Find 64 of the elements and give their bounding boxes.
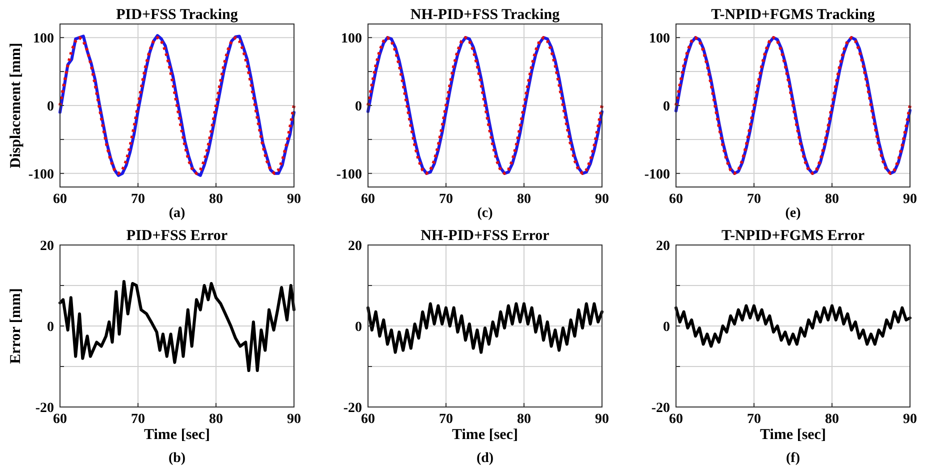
y-tick-label: 0	[355, 320, 362, 335]
text: (c)	[477, 206, 494, 221]
x-tick-label: 80	[209, 192, 223, 207]
line-series	[674, 36, 912, 175]
chart-title: NH-PID+FSS Tracking	[410, 7, 560, 23]
x-tick-label: 90	[595, 412, 609, 427]
x-axis-title: Time [sec]	[452, 427, 518, 443]
x-tick-label: 70	[747, 192, 761, 207]
x-tick-label: 80	[517, 192, 531, 207]
y-tick-label: -20	[35, 401, 54, 416]
x-tick-label: 70	[439, 412, 453, 427]
x-tick-label: 70	[131, 192, 145, 207]
x-tick-label: 60	[53, 192, 67, 207]
y-tick-label: 0	[355, 100, 362, 114]
text: (a)	[168, 206, 186, 221]
x-tick-label: 60	[53, 412, 67, 427]
y-tick-label: 0	[47, 320, 54, 335]
x-tick-label: 90	[287, 192, 301, 207]
y-tick-label: 100	[341, 32, 362, 47]
y-tick-label: 0	[663, 100, 670, 114]
x-tick-label: 90	[287, 412, 301, 427]
text: (e)	[785, 206, 802, 221]
x-axis-title: Time [sec]	[144, 427, 210, 443]
y-tick-label: 0	[663, 320, 670, 335]
y-tick-label: 100	[33, 32, 54, 47]
chart-title: NH-PID+FSS Error	[420, 228, 550, 244]
y-tick-label: 0	[47, 100, 54, 114]
text: (d)	[476, 451, 494, 466]
x-tick-label: 80	[209, 412, 223, 427]
x-tick-label: 60	[361, 412, 375, 427]
x-tick-label: 90	[903, 412, 917, 427]
x-tick-label: 60	[669, 192, 683, 207]
y-tick-label: 100	[649, 32, 670, 47]
x-tick-label: 90	[903, 192, 917, 207]
x-tick-label: 80	[825, 192, 839, 207]
chart-title: PID+FSS Tracking	[116, 7, 238, 23]
y-tick-label: -20	[651, 401, 670, 416]
x-tick-label: 70	[439, 192, 453, 207]
x-tick-label: 60	[669, 412, 683, 427]
y-axis-title: Displacement [mm]	[8, 42, 24, 168]
x-tick-label: 80	[825, 412, 839, 427]
x-tick-label: 90	[595, 192, 609, 207]
line-series	[366, 36, 604, 175]
y-tick-label: -100	[644, 167, 670, 182]
y-axis-title: Error [mm]	[8, 288, 24, 364]
chart-title: PID+FSS Error	[126, 228, 228, 244]
y-tick-label: -100	[28, 167, 54, 182]
y-tick-label: 20	[348, 239, 362, 254]
y-tick-label: 20	[40, 239, 54, 254]
line-series	[366, 302, 604, 354]
text: (b)	[168, 451, 186, 466]
y-tick-label: -20	[343, 401, 362, 416]
line-series	[58, 280, 296, 372]
y-tick-label: 20	[656, 239, 670, 254]
x-axis-title: Time [sec]	[760, 427, 826, 443]
text: (f)	[786, 451, 800, 466]
line-series	[674, 304, 912, 348]
x-tick-label: 70	[131, 412, 145, 427]
chart-title: T-NPID+FGMS Tracking	[711, 7, 876, 23]
x-tick-label: 80	[517, 412, 531, 427]
x-tick-label: 60	[361, 192, 375, 207]
chart-title: T-NPID+FGMS Error	[721, 228, 865, 244]
y-tick-label: -100	[336, 167, 362, 182]
x-tick-label: 70	[747, 412, 761, 427]
